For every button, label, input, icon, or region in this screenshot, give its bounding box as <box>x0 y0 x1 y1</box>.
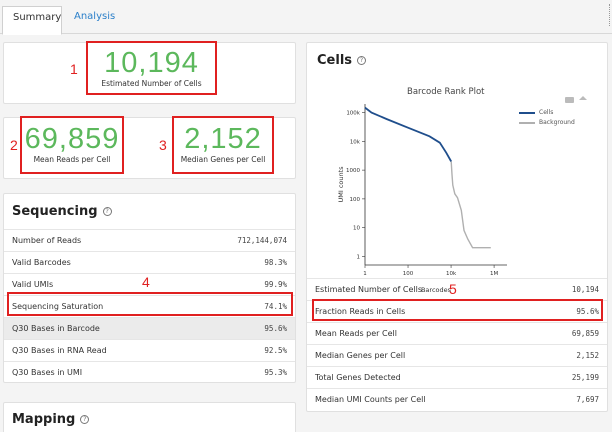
row-label: Q30 Bases in Barcode <box>12 324 100 333</box>
help-icon[interactable]: ? <box>357 56 367 65</box>
x-tick-label: 10k <box>446 271 457 277</box>
y-tick-label: 1 <box>357 254 361 260</box>
help-icon[interactable]: ? <box>80 415 90 424</box>
estimated-cells-label: Estimated Number of Cells <box>101 79 202 88</box>
row-value: 99.9% <box>264 280 287 289</box>
table-row: Number of Reads 712,144,074 <box>4 229 295 251</box>
row-label: Valid Barcodes <box>12 258 71 267</box>
row-label: Fraction Reads in Cells <box>315 307 406 316</box>
row-value: 92.5% <box>264 346 287 355</box>
annotation-2: 2 <box>10 137 18 153</box>
row-label: Q30 Bases in UMI <box>12 368 83 377</box>
row-label: Median Genes per Cell <box>315 351 406 360</box>
estimated-cells-highlight: 10,194 Estimated Number of Cells <box>86 41 217 95</box>
y-axis-label: UMI counts <box>337 166 345 203</box>
table-row: Median UMI Counts per Cell 7,697 <box>307 388 607 410</box>
table-row: Sequencing Saturation 74.1% <box>4 295 295 317</box>
legend-label-background: Background <box>539 119 575 126</box>
sequencing-title: Sequencing? <box>12 204 112 219</box>
table-row: Estimated Number of Cells 10,194 <box>307 278 607 300</box>
sequencing-title-text: Sequencing <box>12 204 98 219</box>
mapping-card: Mapping? <box>3 402 296 432</box>
tab-analysis[interactable]: Analysis <box>74 11 116 22</box>
reads-genes-card: 2 69,859 Mean Reads per Cell 3 2,152 Med… <box>3 116 296 179</box>
row-value: 69,859 <box>571 329 599 338</box>
mean-reads-value: 69,859 <box>24 123 120 155</box>
row-value: 7,697 <box>576 395 599 404</box>
home-icon[interactable] <box>579 96 587 100</box>
mapping-title-text: Mapping <box>12 412 76 427</box>
annotation-3: 3 <box>159 137 167 153</box>
legend-swatch-background <box>519 122 535 124</box>
row-label: Total Genes Detected <box>315 373 401 382</box>
window-edge <box>609 4 612 26</box>
mean-reads-highlight: 69,859 Mean Reads per Cell <box>20 116 124 174</box>
row-label: Estimated Number of Cells <box>315 285 423 294</box>
row-value: 25,199 <box>571 373 599 382</box>
annotation-5: 5 <box>449 281 457 297</box>
table-row: Median Genes per Cell 2,152 <box>307 344 607 366</box>
cells-card: Cells? Barcode Rank Plot Cells Backgroun… <box>306 42 608 412</box>
row-label: Median UMI Counts per Cell <box>315 395 426 404</box>
table-row: Q30 Bases in UMI 95.3% <box>4 361 295 383</box>
row-value: 10,194 <box>571 285 599 294</box>
chart-title: Barcode Rank Plot <box>407 87 485 97</box>
table-row: Valid UMIs 99.9% <box>4 273 295 295</box>
y-tick-label: 100 <box>350 197 361 203</box>
camera-icon[interactable] <box>565 97 574 103</box>
row-value: 95.6% <box>264 324 287 333</box>
mapping-title: Mapping? <box>12 412 90 427</box>
y-tick-label: 10k <box>350 139 361 145</box>
row-label: Sequencing Saturation <box>12 302 104 311</box>
x-tick-label: 100 <box>403 271 414 277</box>
row-value: 2,152 <box>576 351 599 360</box>
annotation-4: 4 <box>142 274 150 290</box>
row-label: Mean Reads per Cell <box>315 329 397 338</box>
table-row: Total Genes Detected 25,199 <box>307 366 607 388</box>
help-icon[interactable]: ? <box>102 207 112 216</box>
mean-reads-label: Mean Reads per Cell <box>33 155 111 164</box>
cells-title: Cells? <box>317 53 367 68</box>
row-value: 98.3% <box>264 258 287 267</box>
row-value: 712,144,074 <box>237 236 287 245</box>
y-tick-label: 10 <box>353 226 360 232</box>
median-genes-highlight: 2,152 Median Genes per Cell <box>172 116 274 174</box>
annotation-1: 1 <box>70 61 78 77</box>
estimated-cells-card: 1 10,194 Estimated Number of Cells <box>3 41 296 104</box>
row-label: Valid UMIs <box>12 280 54 289</box>
y-tick-label: 100k <box>346 111 360 117</box>
x-axis-label: Barcodes <box>421 286 452 294</box>
row-label: Number of Reads <box>12 236 82 245</box>
y-tick-label: 1000 <box>346 168 360 174</box>
table-row: Mean Reads per Cell 69,859 <box>307 322 607 344</box>
sequencing-saturation-highlight <box>7 292 293 316</box>
x-tick-label: 1M <box>490 271 498 277</box>
estimated-cells-value: 10,194 <box>104 47 199 79</box>
row-value: 95.3% <box>264 368 287 377</box>
x-tick-label: 1 <box>363 271 367 277</box>
row-value: 74.1% <box>264 302 287 311</box>
legend-swatch-cells <box>519 112 535 114</box>
median-genes-label: Median Genes per Cell <box>180 155 266 164</box>
cells-title-text: Cells <box>317 53 353 68</box>
series-line-cells <box>364 106 452 162</box>
table-row: Q30 Bases in Barcode 95.6% <box>4 317 295 339</box>
row-value: 95.6% <box>576 307 599 316</box>
tab-bar: Summary Analysis <box>0 0 612 35</box>
fraction-reads-highlight <box>312 299 603 321</box>
legend-label-cells: Cells <box>539 109 554 116</box>
barcode-rank-plot: 1 10 100 1000 10k 100k 1 100 10k 1M Barcodes UMI co… <box>337 104 507 294</box>
table-row: Valid Barcodes 98.3% <box>4 251 295 273</box>
row-label: Q30 Bases in RNA Read <box>12 346 107 355</box>
tab-summary[interactable]: Summary <box>2 6 62 35</box>
median-genes-value: 2,152 <box>184 123 262 155</box>
table-row: Q30 Bases in RNA Read 92.5% <box>4 339 295 361</box>
series-line-background <box>450 161 491 249</box>
sequencing-card: Sequencing? Number of Reads 712,144,074 V… <box>3 193 296 383</box>
